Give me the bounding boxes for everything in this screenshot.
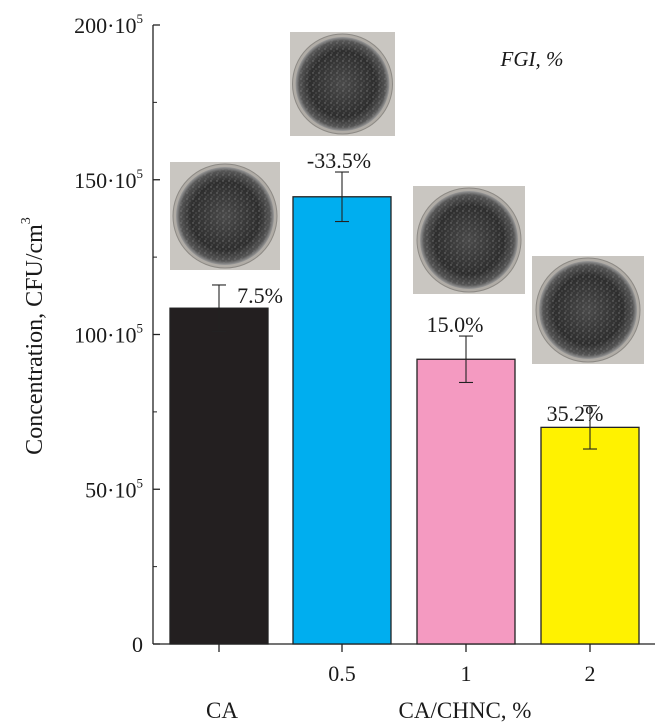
y-tick-label: 0 [132, 632, 143, 657]
petri-dish-photo-1 [170, 162, 280, 270]
fgi-label-4: 35.2% [547, 401, 604, 426]
x-axis-label: CA/CHNC, % [399, 698, 532, 723]
x-tick-label: 0.5 [328, 661, 356, 686]
x-tick-label: 1 [461, 661, 472, 686]
y-axis-label: Concentration, CFU/cm3 [19, 217, 48, 455]
y-tick-label: 100·105 [74, 321, 143, 348]
fgi-label-3: 15.0% [427, 312, 484, 337]
x-tick-label: 2 [585, 661, 596, 686]
y-tick-label: 200·105 [74, 11, 143, 38]
y-tick-label: 50·105 [85, 475, 143, 502]
petri-dish-photo-2 [290, 32, 395, 136]
petri-dish-photo-3 [413, 186, 525, 294]
x-group-label-ca: CA [206, 698, 238, 723]
y-axis-label-sup: 3 [19, 217, 34, 224]
y-tick-label: 150·105 [74, 166, 143, 193]
bar-3 [416, 358, 516, 645]
bar-4 [540, 426, 640, 645]
fgi-legend-note: FGI, % [500, 47, 564, 71]
fgi-label-2: -33.5% [307, 148, 371, 173]
bar-1 [169, 307, 269, 645]
y-axis-label-main: Concentration, CFU/cm [22, 224, 48, 455]
petri-dish-photo-4 [532, 256, 644, 364]
bar-2 [292, 196, 392, 645]
fgi-label-1: 7.5% [237, 283, 283, 308]
